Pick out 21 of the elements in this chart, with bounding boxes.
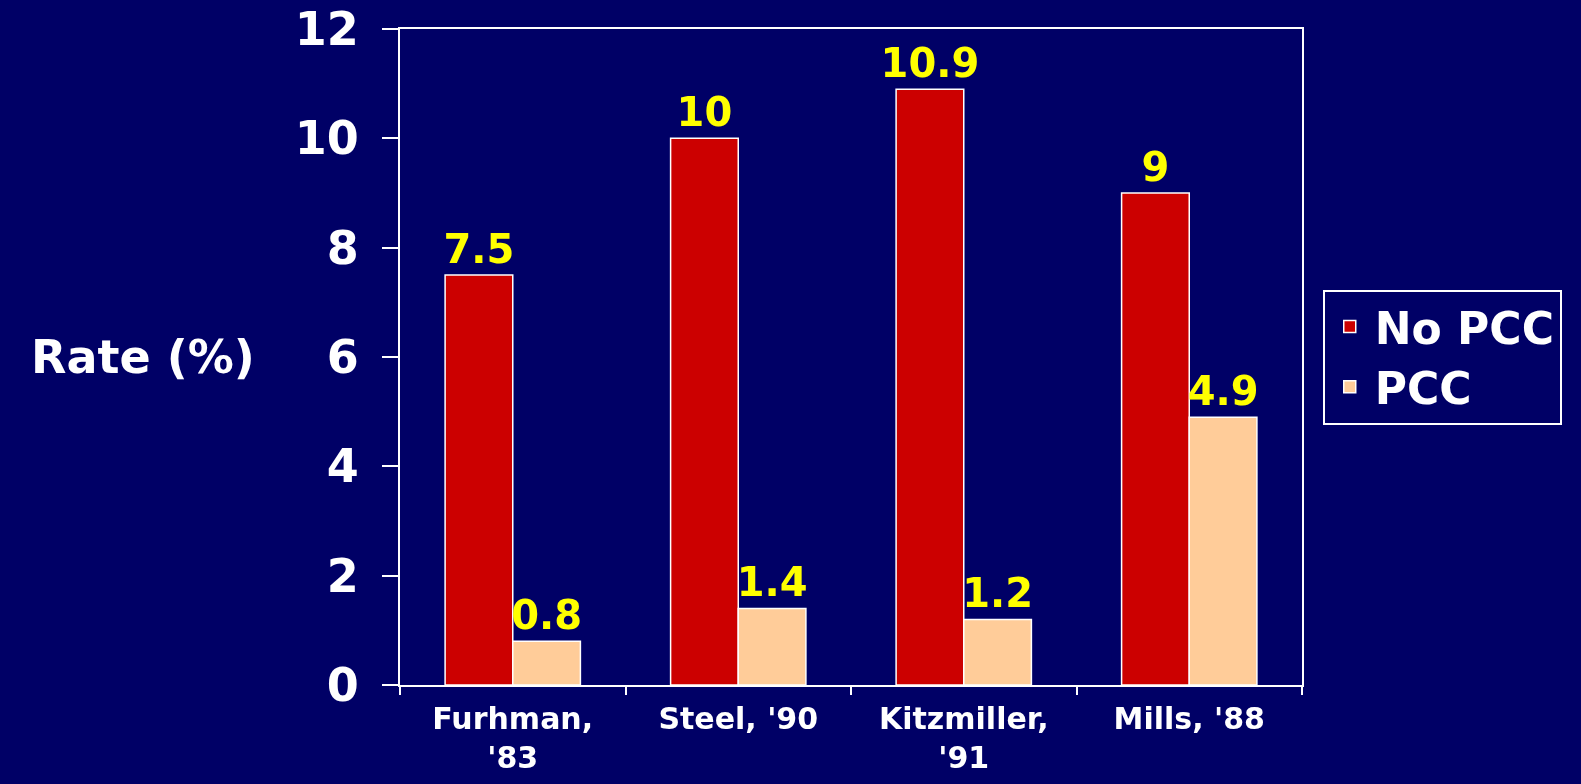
data-label: 1.2 (962, 570, 1033, 617)
y-tick-label: 8 (326, 220, 359, 275)
y-axis-title: Rate (%) (31, 330, 255, 384)
data-label: 0.8 (511, 592, 582, 639)
data-label: 1.4 (736, 559, 808, 606)
y-tick-label: 10 (294, 111, 359, 166)
x-tick-label: Kitzmiller, '91 (878, 701, 1049, 775)
data-label: 7.5 (443, 226, 515, 272)
y-tick-label: 2 (326, 548, 359, 603)
x-tick-label: Furhman, '83 (432, 701, 594, 775)
data-label: 10 (676, 89, 733, 136)
y-tick-label: 4 (326, 439, 359, 494)
data-label: 10.9 (880, 40, 980, 87)
y-tick-label: 6 (326, 330, 359, 385)
legend-label: No PCC (1374, 302, 1554, 354)
data-label: 9 (1141, 144, 1170, 190)
x-tick-label: Mills, '88 (1113, 701, 1265, 736)
x-tick-label: Steel, '90 (658, 701, 819, 736)
legend-label: PCC (1374, 362, 1472, 414)
y-tick-label: 12 (294, 2, 359, 57)
y-tick-label: 0 (326, 658, 359, 713)
